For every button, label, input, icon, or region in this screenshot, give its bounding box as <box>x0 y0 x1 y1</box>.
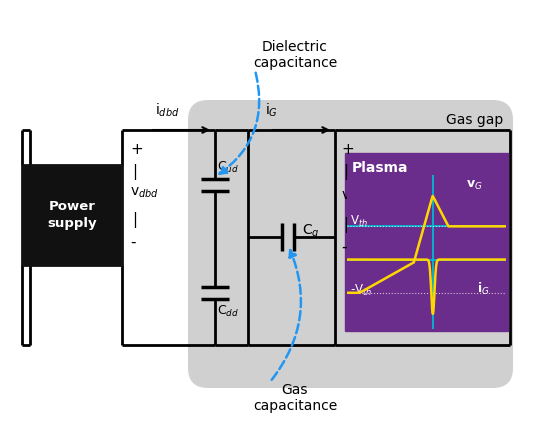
Text: v$_{dbd}$: v$_{dbd}$ <box>130 186 159 200</box>
Text: +: + <box>341 142 354 158</box>
Text: –: – <box>341 238 349 256</box>
Text: +: + <box>130 142 143 158</box>
Text: C$_{g}$: C$_{g}$ <box>302 223 320 241</box>
Text: v$_{G}$: v$_{G}$ <box>341 190 359 204</box>
Text: C$_{dd}$: C$_{dd}$ <box>217 304 239 319</box>
FancyBboxPatch shape <box>188 100 513 388</box>
Text: i$_{dbd}$: i$_{dbd}$ <box>155 102 179 119</box>
Text: Plasma: Plasma <box>352 161 409 175</box>
Text: Power
supply: Power supply <box>47 200 97 230</box>
Text: |: | <box>343 217 348 233</box>
Text: -V$_{th}$: -V$_{th}$ <box>350 283 372 298</box>
Text: V$_{th}$: V$_{th}$ <box>350 213 369 229</box>
Text: v$_{G}$: v$_{G}$ <box>466 179 483 192</box>
Text: Gas gap: Gas gap <box>446 113 503 127</box>
Text: Gas
capacitance: Gas capacitance <box>253 383 337 413</box>
Text: |: | <box>132 164 137 180</box>
Text: Dielectric
capacitance: Dielectric capacitance <box>253 40 337 70</box>
Bar <box>345 153 508 331</box>
Text: |: | <box>132 212 137 228</box>
Text: i$_{G}$: i$_{G}$ <box>265 102 278 119</box>
Text: |: | <box>343 164 348 180</box>
Text: C$_{ud}$: C$_{ud}$ <box>217 159 239 174</box>
Text: -: - <box>130 235 135 249</box>
Bar <box>22 165 122 265</box>
Text: i$_{G}$: i$_{G}$ <box>477 281 490 297</box>
